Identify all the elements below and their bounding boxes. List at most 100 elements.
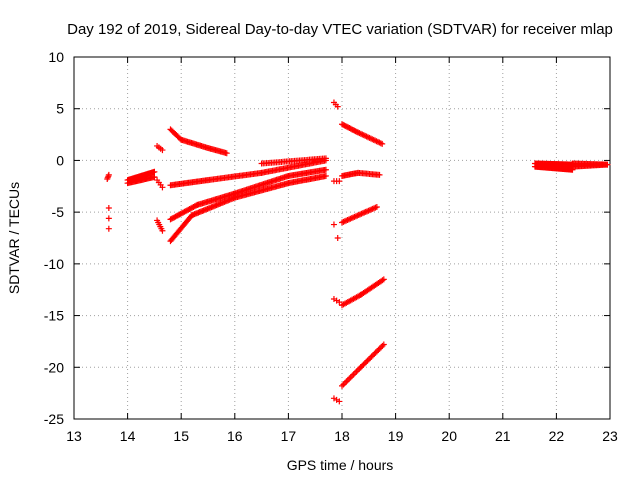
y-tick-label: -25: [44, 411, 64, 427]
data-point: [353, 368, 360, 375]
data-point: [371, 350, 378, 357]
data-point: [322, 166, 329, 173]
y-tick-label: 0: [56, 152, 64, 168]
data-point: [353, 128, 360, 135]
data-point: [364, 357, 371, 364]
data-point: [356, 365, 363, 372]
data-point: [336, 178, 343, 185]
data-point: [360, 361, 367, 368]
data-point: [348, 215, 355, 222]
data-point: [343, 378, 350, 385]
x-tick-label: 23: [602, 428, 618, 444]
data-point: [334, 235, 341, 241]
data-point: [355, 212, 362, 219]
x-tick-label: 20: [441, 428, 457, 444]
data-point: [368, 206, 375, 213]
data-point: [380, 341, 387, 348]
chart-title: Day 192 of 2019, Sidereal Day-to-day VTE…: [67, 21, 613, 38]
data-point: [357, 364, 364, 371]
data-point: [376, 345, 383, 352]
data-point: [369, 205, 376, 212]
data-point: [159, 184, 166, 191]
data-point: [359, 210, 366, 217]
data-point: [371, 205, 378, 212]
x-tick-label: 16: [227, 428, 243, 444]
data-point: [336, 299, 343, 306]
y-tick-label: -10: [44, 256, 64, 272]
y-axis-label: SDTVAR / TECUs: [6, 182, 22, 294]
y-tick-label: 10: [48, 49, 64, 65]
data-point: [343, 217, 350, 224]
data-point: [361, 360, 368, 367]
data-point: [365, 207, 372, 214]
data-point: [364, 208, 371, 215]
y-tick-label: 5: [56, 101, 64, 117]
data-point: [223, 150, 230, 157]
data-point: [340, 381, 347, 388]
data-points: [104, 99, 611, 405]
data-point: [105, 205, 112, 212]
x-tick-label: 22: [549, 428, 565, 444]
data-point: [347, 374, 354, 381]
data-point: [604, 161, 611, 168]
x-tick-label: 19: [388, 428, 404, 444]
data-point: [341, 380, 348, 387]
data-point: [365, 356, 372, 363]
data-point: [368, 353, 375, 360]
data-point: [330, 221, 337, 228]
data-point: [369, 352, 376, 359]
data-point: [151, 173, 158, 180]
data-point: [105, 171, 112, 178]
data-point: [151, 168, 158, 175]
data-point: [372, 349, 379, 356]
data-point: [375, 346, 382, 353]
data-point: [361, 209, 368, 216]
x-tick-label: 21: [495, 428, 511, 444]
data-point: [351, 213, 358, 220]
data-point: [352, 213, 359, 220]
data-point: [347, 215, 354, 222]
x-tick-labels: 13 14 15 16 17 18 19 20 21 22 23: [66, 428, 618, 444]
data-point: [359, 362, 366, 369]
data-point: [105, 215, 112, 222]
data-point: [358, 210, 365, 217]
data-point: [374, 348, 381, 355]
data-point: [376, 171, 383, 178]
data-point: [380, 276, 387, 283]
data-point: [354, 212, 361, 219]
data-point: [345, 216, 352, 223]
y-tick-label: -5: [52, 204, 65, 220]
data-point: [373, 203, 380, 210]
data-point: [357, 211, 364, 218]
data-point: [159, 147, 166, 154]
x-tick-label: 17: [281, 428, 297, 444]
data-point: [351, 370, 358, 377]
data-point: [350, 371, 357, 378]
x-axis-label: GPS time / hours: [287, 457, 394, 473]
data-point: [339, 382, 345, 389]
data-point: [354, 367, 361, 374]
y-tick-labels: -25 -20 -15 -10 -5 0 5 10: [44, 49, 64, 427]
data-point: [105, 225, 112, 232]
data-point: [366, 207, 373, 214]
data-point: [363, 358, 370, 365]
x-tick-label: 14: [120, 428, 136, 444]
x-tick-label: 15: [173, 428, 189, 444]
data-point: [379, 277, 386, 284]
data-point: [367, 354, 374, 361]
data-point: [378, 344, 385, 351]
data-point: [346, 375, 353, 382]
grid-lines: [74, 57, 610, 419]
data-point: [159, 227, 166, 234]
data-point: [341, 218, 348, 225]
data-point: [372, 204, 379, 211]
data-point: [362, 208, 369, 215]
y-tick-label: -15: [44, 308, 64, 324]
data-point: [344, 377, 351, 384]
data-point: [334, 103, 341, 110]
data-point: [322, 155, 329, 162]
data-point: [379, 140, 386, 147]
x-tick-label: 18: [334, 428, 350, 444]
data-point: [379, 342, 386, 349]
